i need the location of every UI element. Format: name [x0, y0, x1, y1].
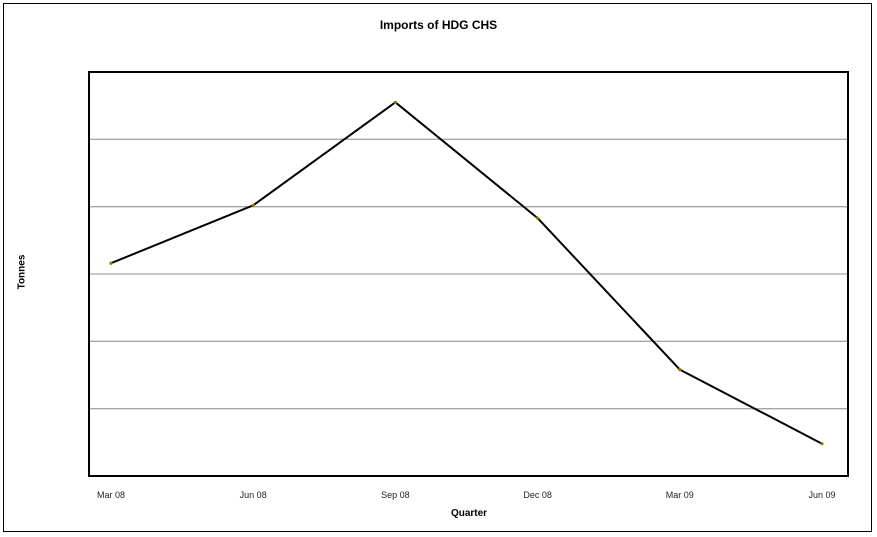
x-axis-label: Quarter: [450, 508, 488, 519]
x-tick-label: Jun 08: [240, 490, 267, 500]
x-tick-label: Mar 08: [97, 490, 125, 500]
x-tick-label: Sep 08: [381, 490, 410, 500]
data-point: [393, 100, 397, 104]
data-point: [251, 203, 255, 207]
data-point: [109, 261, 113, 265]
x-tick-label: Dec 08: [523, 490, 552, 500]
series-line: [110, 101, 823, 445]
x-tick-label: Mar 09: [666, 490, 694, 500]
chart-title: Imports of HDG CHS: [379, 18, 498, 32]
data-point: [536, 216, 540, 220]
x-tick-label: Jun 09: [808, 490, 835, 500]
plot-border: [88, 71, 849, 477]
data-point: [678, 368, 682, 372]
data-point: [820, 442, 824, 446]
